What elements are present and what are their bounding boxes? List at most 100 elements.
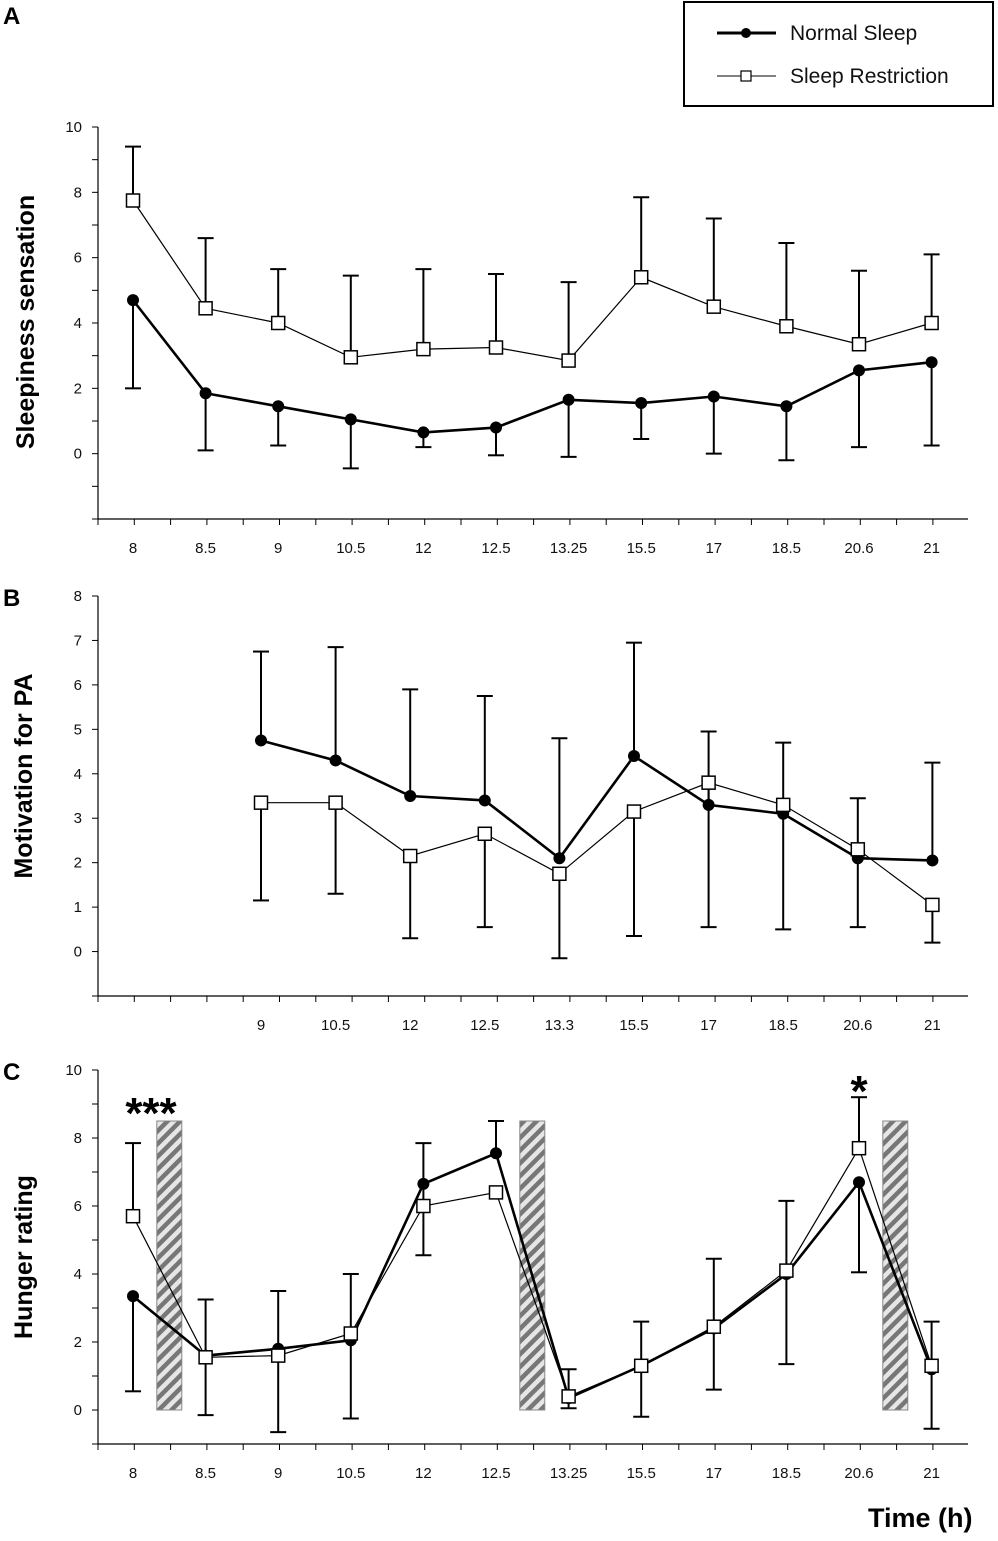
legend: Normal Sleep Sleep Restriction	[683, 1, 994, 107]
y-tick-label: 8	[74, 588, 82, 605]
data-point-restriction	[561, 1389, 576, 1404]
meal-bar	[519, 1120, 546, 1411]
series-normal-sleep	[253, 641, 941, 862]
legend-box	[683, 1, 994, 107]
panel-c-letter: C	[3, 1059, 20, 1086]
x-tick-label: 12	[415, 540, 432, 557]
x-tick-label: 13.25	[550, 1465, 588, 1482]
data-point-normal	[553, 852, 566, 865]
series-line	[132, 1146, 933, 1398]
data-point-restriction	[270, 315, 286, 331]
data-point-restriction	[851, 336, 867, 352]
data-point-restriction	[633, 270, 649, 285]
data-point-normal	[635, 397, 648, 410]
series-line	[260, 739, 933, 862]
data-point-restriction	[775, 797, 791, 813]
x-tick-label: 17	[700, 1017, 717, 1034]
series-line	[131, 299, 932, 434]
y-tick-label: 4	[74, 315, 82, 332]
x-tick-label: 8	[129, 1465, 137, 1482]
y-tick-label: 6	[74, 1198, 82, 1215]
panel-c-chart: 0 2 4 6 8 10 8 8.5 9 10.5 12 12.5 13.25 15.5 17 18.5 20.…	[10, 1062, 968, 1482]
y-tick-label: 2	[74, 380, 82, 397]
data-point-normal	[344, 413, 357, 426]
y-tick-label: 0	[74, 446, 82, 463]
data-point-normal	[628, 750, 640, 762]
x-tick-label: 12	[415, 1465, 432, 1482]
data-point-restriction	[488, 340, 504, 355]
data-point-normal	[926, 854, 939, 867]
x-tick-label: 12.5	[470, 1017, 499, 1034]
y-tick-label: 6	[74, 250, 82, 267]
data-point-restriction	[125, 1208, 141, 1224]
legend-restriction-marker	[740, 70, 752, 82]
y-axis-title: Hunger rating	[10, 1175, 38, 1339]
y-tick-label: 2	[74, 1334, 82, 1351]
data-point-normal	[417, 426, 430, 439]
y-axis-title: Motivation for PA	[10, 673, 38, 878]
x-tick-label: 13.3	[545, 1017, 574, 1034]
data-point-restriction	[343, 1326, 359, 1341]
x-tick-label: 17	[705, 1465, 722, 1482]
x-tick-label: 8.5	[195, 1465, 216, 1482]
data-point-normal	[404, 790, 417, 802]
x-tick-label: 15.5	[627, 540, 656, 557]
y-axis-title: Sleepiness sensation	[12, 195, 40, 449]
x-axis-title: Time (h)	[868, 1503, 973, 1533]
data-point-normal	[478, 794, 491, 807]
x-tick-label: 9	[257, 1017, 265, 1034]
data-point-restriction	[477, 826, 493, 842]
x-tick-label: 20.6	[844, 540, 873, 557]
data-point-normal	[853, 364, 865, 377]
data-point-restriction	[779, 1263, 794, 1278]
x-tick-label: 10.5	[336, 540, 365, 557]
x-tick-label: 10.5	[336, 1465, 365, 1482]
data-point-normal	[272, 400, 285, 413]
x-tick-label: 21	[923, 1465, 940, 1482]
data-point-restriction	[198, 1350, 213, 1365]
x-tick-label: 12	[402, 1017, 419, 1034]
y-tick-label: 8	[74, 184, 82, 201]
data-point-restriction	[416, 341, 431, 357]
x-tick-label: 9	[274, 540, 282, 557]
x-tick-label: 12.5	[481, 1465, 510, 1482]
series-line	[261, 782, 933, 906]
y-tick-label: 7	[74, 632, 82, 649]
data-point-restriction	[924, 315, 939, 331]
data-point-normal	[490, 1147, 502, 1160]
data-point-normal	[925, 356, 938, 369]
data-point-restriction	[125, 193, 141, 208]
data-point-restriction	[488, 1185, 504, 1200]
data-point-normal	[780, 400, 793, 413]
data-point-normal	[853, 1176, 865, 1189]
x-tick-label: 12.5	[481, 540, 510, 557]
data-point-restriction	[343, 350, 359, 365]
y-tick-label: 4	[74, 1266, 82, 1283]
x-tick-label: 13.25	[550, 540, 588, 557]
x-tick-label: 8.5	[195, 540, 216, 557]
data-point-normal	[127, 294, 139, 307]
y-tick-label: 4	[74, 766, 82, 783]
y-tick-label: 5	[74, 721, 82, 738]
data-point-restriction	[925, 897, 940, 913]
x-tick-label: 15.5	[619, 1017, 648, 1034]
data-point-restriction	[850, 842, 866, 857]
panel-a-chart: 0 2 4 6 8 10 8 8.5 9 10.5 12 12.5 13.25 15.5 17 18.5 20.…	[12, 119, 968, 557]
legend-normal-marker	[741, 28, 751, 38]
data-point-restriction	[633, 1358, 649, 1374]
panel-b-letter: B	[3, 585, 20, 612]
y-tick-label: 6	[74, 677, 82, 694]
y-tick-label: 3	[74, 810, 82, 827]
data-point-normal	[417, 1177, 430, 1190]
x-tick-label: 21	[924, 1017, 941, 1034]
y-tick-label: 1	[74, 899, 82, 916]
meal-bar	[882, 1120, 909, 1411]
series-sleep-restriction	[125, 145, 940, 362]
data-point-restriction	[253, 795, 269, 810]
x-tick-label: 18.5	[769, 1017, 798, 1034]
data-point-restriction	[706, 1319, 722, 1334]
y-tick-label: 2	[74, 855, 82, 872]
